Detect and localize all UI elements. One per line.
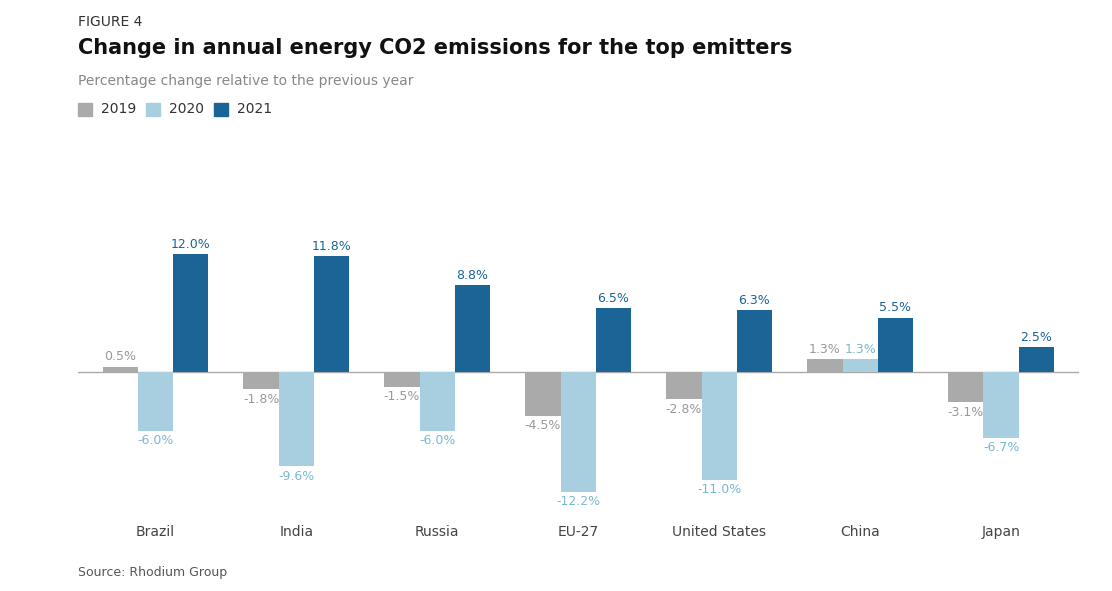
Bar xyxy=(102,367,138,372)
Bar xyxy=(596,308,632,372)
Text: Percentage change relative to the previous year: Percentage change relative to the previo… xyxy=(78,74,414,88)
Text: -1.5%: -1.5% xyxy=(384,390,420,403)
Text: 11.8%: 11.8% xyxy=(311,239,351,252)
Text: 5.5%: 5.5% xyxy=(880,301,912,314)
Text: 1.3%: 1.3% xyxy=(844,343,876,356)
Bar xyxy=(843,359,877,372)
Text: -2.8%: -2.8% xyxy=(666,402,702,415)
Text: 2021: 2021 xyxy=(237,102,272,116)
Text: 6.3%: 6.3% xyxy=(738,294,771,307)
Bar xyxy=(138,372,173,431)
Text: -6.0%: -6.0% xyxy=(419,434,456,447)
Bar xyxy=(385,372,419,387)
Text: FIGURE 4: FIGURE 4 xyxy=(78,15,142,29)
Text: -3.1%: -3.1% xyxy=(947,405,984,418)
Bar xyxy=(737,310,772,372)
Bar xyxy=(807,359,843,372)
Text: 2019: 2019 xyxy=(101,102,137,116)
Text: 1.3%: 1.3% xyxy=(810,343,841,356)
Text: -4.5%: -4.5% xyxy=(525,420,562,433)
Bar xyxy=(666,372,702,400)
Bar xyxy=(1019,348,1054,372)
Bar xyxy=(419,372,455,431)
Bar xyxy=(244,372,279,389)
Bar xyxy=(983,372,1019,437)
Bar xyxy=(949,372,983,402)
Text: 12.0%: 12.0% xyxy=(171,238,210,251)
Text: 6.5%: 6.5% xyxy=(597,291,629,304)
Text: -11.0%: -11.0% xyxy=(697,483,742,496)
Text: -6.7%: -6.7% xyxy=(983,441,1020,454)
Bar xyxy=(877,318,913,372)
Text: -9.6%: -9.6% xyxy=(278,469,315,482)
Text: 2020: 2020 xyxy=(169,102,203,116)
Text: 8.8%: 8.8% xyxy=(457,269,488,282)
Text: Change in annual energy CO2 emissions for the top emitters: Change in annual energy CO2 emissions fo… xyxy=(78,38,792,59)
Text: -12.2%: -12.2% xyxy=(556,495,600,508)
Bar xyxy=(455,285,490,372)
Text: -6.0%: -6.0% xyxy=(137,434,173,447)
Text: Source: Rhodium Group: Source: Rhodium Group xyxy=(78,566,227,579)
Bar xyxy=(173,254,208,372)
Bar xyxy=(279,372,314,466)
Bar xyxy=(314,256,349,372)
Text: 2.5%: 2.5% xyxy=(1021,331,1052,344)
Bar xyxy=(702,372,737,480)
Bar xyxy=(560,372,596,492)
Text: -1.8%: -1.8% xyxy=(242,393,279,406)
Text: 0.5%: 0.5% xyxy=(105,350,136,363)
Bar xyxy=(525,372,560,416)
